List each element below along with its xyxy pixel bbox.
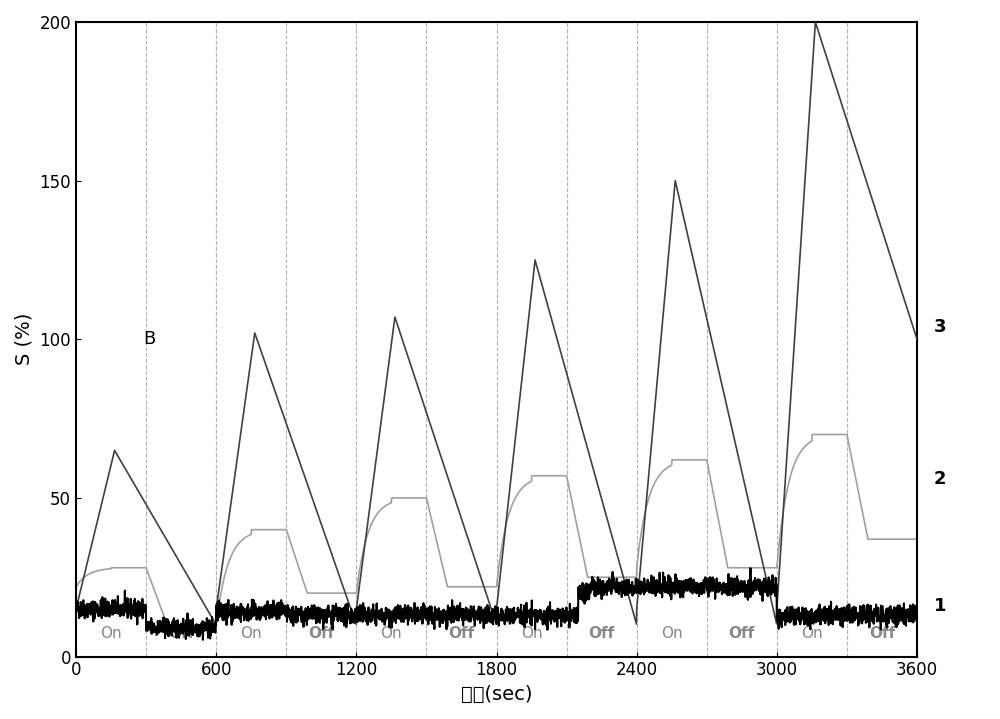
Text: 3: 3	[934, 318, 946, 336]
Text: Off: Off	[589, 626, 615, 641]
Text: On: On	[100, 626, 122, 641]
Text: Off: Off	[869, 626, 895, 641]
Text: On: On	[801, 626, 823, 641]
Text: Off: Off	[448, 626, 475, 641]
Y-axis label: S (%): S (%)	[15, 313, 34, 365]
Text: Off: Off	[308, 626, 334, 641]
Text: 1: 1	[934, 597, 946, 615]
X-axis label: 时间(sec): 时间(sec)	[461, 685, 532, 704]
Text: B: B	[143, 330, 156, 348]
Text: Off: Off	[729, 626, 755, 641]
Text: On: On	[661, 626, 683, 641]
Text: On: On	[521, 626, 542, 641]
Text: On: On	[381, 626, 402, 641]
Text: 2: 2	[934, 470, 946, 488]
Text: On: On	[240, 626, 262, 641]
Text: Off: Off	[168, 626, 194, 641]
